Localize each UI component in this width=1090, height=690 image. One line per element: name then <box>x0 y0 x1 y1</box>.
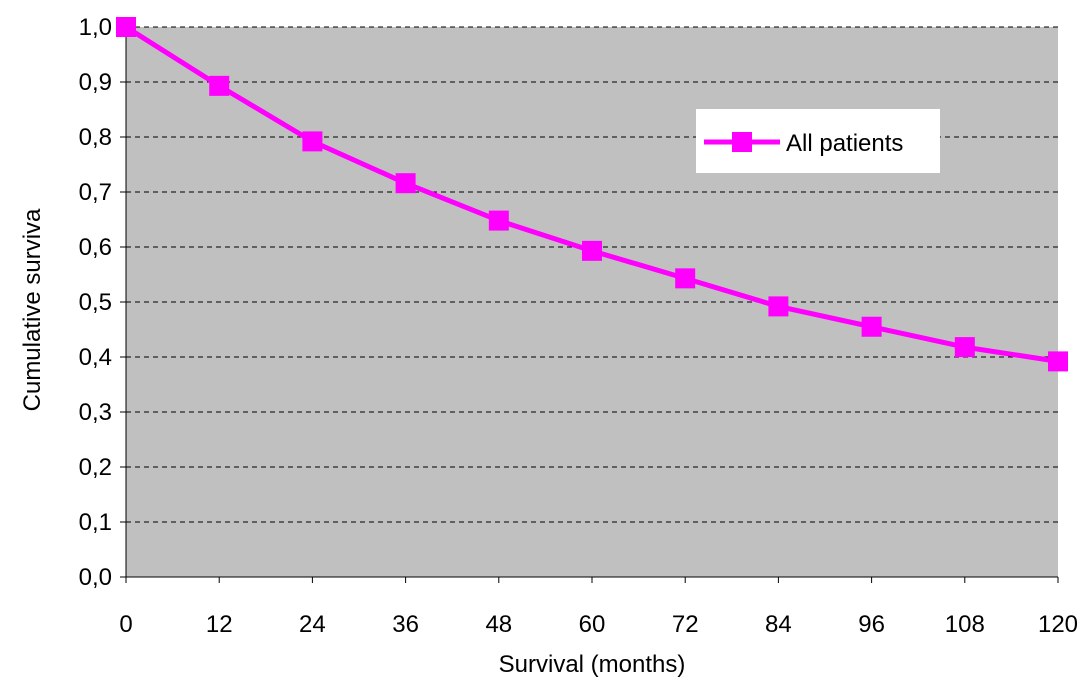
data-point <box>302 131 323 152</box>
x-tick-label: 84 <box>765 611 792 638</box>
y-tick-label: 0,2 <box>79 454 112 481</box>
data-point <box>675 268 696 289</box>
data-point <box>954 337 975 358</box>
legend-label: All patients <box>786 130 903 157</box>
data-point <box>1048 351 1068 372</box>
data-point <box>582 240 602 261</box>
x-tick-labels: 0 12 24 36 48 60 72 84 96 108 120 <box>119 611 1078 638</box>
data-point <box>395 173 416 194</box>
data-point <box>768 296 789 317</box>
data-point <box>209 75 230 96</box>
y-tick-label: 0,6 <box>79 234 112 261</box>
x-tick-label: 36 <box>392 611 419 638</box>
x-tick-label: 72 <box>672 611 699 638</box>
y-tick-label: 0,3 <box>79 399 112 426</box>
gridlines <box>126 26 1058 523</box>
data-point <box>116 17 136 37</box>
axes <box>120 26 1059 583</box>
legend: All patients <box>696 109 940 173</box>
x-tick-label: 12 <box>206 611 233 638</box>
x-tick-label: 96 <box>858 611 885 638</box>
x-tick-label: 48 <box>485 611 512 638</box>
data-point <box>861 316 882 337</box>
y-tick-label: 0,9 <box>79 69 112 96</box>
y-tick-label: 1,0 <box>79 14 112 41</box>
y-tick-label: 0,7 <box>79 179 112 206</box>
series-layer <box>116 17 1068 372</box>
y-axis-title: Cumulative surviva <box>19 208 46 411</box>
x-tick-label: 60 <box>579 611 606 638</box>
x-tick-label: 24 <box>299 611 326 638</box>
y-tick-label: 0,4 <box>79 344 112 371</box>
legend-marker <box>732 132 752 152</box>
data-point <box>488 210 509 231</box>
y-tick-label: 0,5 <box>79 289 112 316</box>
y-tick-label: 0,1 <box>79 509 112 536</box>
y-tick-label: 0,0 <box>79 564 112 591</box>
y-tick-label: 0,8 <box>79 124 112 151</box>
x-tick-label: 120 <box>1038 611 1078 638</box>
y-tick-labels: 0,0 0,1 0,2 0,3 0,4 0,5 0,6 0,7 0,8 0,9 1,0 <box>79 14 112 591</box>
x-tick-label: 0 <box>119 611 132 638</box>
x-tick-label: 108 <box>945 611 985 638</box>
x-axis-title: Survival (months) <box>499 651 686 678</box>
